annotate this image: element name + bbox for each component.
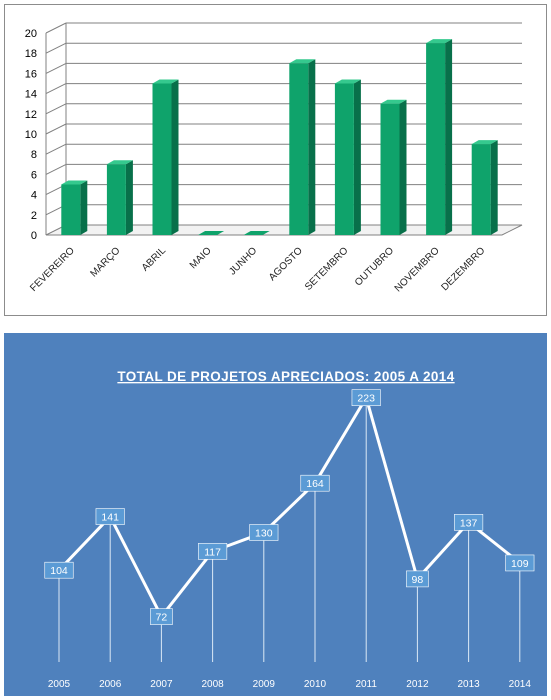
data-label: 141 — [101, 512, 119, 524]
x-tick-label: 2010 — [304, 679, 327, 690]
bar-top — [334, 79, 361, 84]
bar-side — [399, 99, 407, 235]
series-line — [57, 396, 521, 619]
data-label-box — [454, 514, 484, 531]
data-label-box — [95, 508, 125, 525]
data-label: 164 — [306, 478, 324, 490]
y-tick-label: 10 — [25, 129, 37, 141]
y-tick-label: 20 — [25, 28, 37, 40]
bar-chart-svg: 0 2 4 6 8 10 12 14 16 18 20 FEVEREIRO MARÇO ABRIL MAIO… — [25, 22, 523, 294]
data-label: 223 — [357, 393, 375, 405]
bar-side — [80, 180, 88, 235]
bar-top — [106, 160, 133, 165]
chart-title: TOTAL DE PROJETOS APRECIADOS: 2005 A 201… — [117, 369, 454, 384]
x-tick-label: 2005 — [48, 679, 71, 690]
data-label: 98 — [412, 574, 424, 586]
x-tick-label: 2012 — [406, 679, 429, 690]
data-label: 130 — [255, 528, 273, 540]
bar-side — [125, 160, 133, 235]
x-category-label: MAIO — [188, 245, 214, 271]
x-category-label: OUTUBRO — [353, 245, 396, 288]
x-category-label: JUNHO — [227, 245, 259, 277]
bar-top — [471, 140, 498, 145]
bar-top — [152, 79, 179, 84]
y-tick-label: 18 — [25, 48, 37, 60]
side-gridline — [45, 83, 67, 95]
side-gridline — [45, 163, 67, 175]
bar — [334, 83, 354, 235]
side-gridline — [45, 123, 67, 135]
data-label: 72 — [156, 612, 168, 624]
data-label-box — [505, 554, 535, 572]
data-label-box — [300, 474, 330, 492]
x-tick-label: 2013 — [457, 679, 480, 690]
x-category-label: ABRIL — [140, 245, 169, 274]
bar — [289, 63, 309, 235]
bar-side — [353, 79, 361, 235]
bar-top — [380, 99, 407, 104]
side-gridline — [45, 42, 67, 54]
data-label-box — [44, 561, 74, 579]
x-tick-label: 2014 — [509, 679, 532, 690]
bar-top — [61, 180, 88, 185]
side-gridline — [45, 143, 67, 155]
y-tick-label: 2 — [31, 210, 37, 222]
y-tick-label: 8 — [31, 149, 37, 161]
bar-top — [426, 39, 453, 44]
data-label-box — [249, 524, 279, 541]
y-tick-label: 0 — [31, 230, 37, 242]
bar-side — [445, 39, 453, 235]
y-tick-label: 14 — [25, 89, 37, 101]
x-tick-label: 2011 — [355, 679, 377, 690]
data-label: 104 — [50, 565, 68, 577]
x-category-label: NOVEMBRO — [393, 245, 442, 294]
bar-side — [490, 140, 498, 235]
bar-top — [198, 231, 225, 235]
y-tick-label: 12 — [25, 109, 37, 121]
bar-top — [243, 231, 270, 235]
x-category-label: FEVEREIRO — [28, 245, 77, 294]
data-label-box — [198, 543, 228, 560]
x-category-label: SETEMBRO — [303, 245, 351, 293]
y-tick-label: 4 — [31, 190, 37, 202]
projects-line-chart: TOTAL DE PROJETOS APRECIADOS: 2005 A 201… — [4, 333, 547, 696]
bar — [152, 83, 172, 235]
data-label-box — [150, 608, 173, 625]
x-tick-label: 2007 — [150, 679, 173, 690]
data-label: 109 — [511, 558, 529, 570]
data-label-box — [351, 389, 381, 406]
data-label: 117 — [204, 546, 221, 558]
x-tick-label: 2008 — [201, 679, 224, 690]
x-category-label: DEZEMBRO — [439, 245, 487, 293]
bar — [106, 164, 126, 235]
side-gridline — [45, 103, 67, 115]
bar — [471, 144, 491, 235]
y-tick-label: 6 — [31, 169, 37, 181]
side-gridline — [45, 62, 67, 74]
data-label-box — [406, 570, 429, 588]
x-tick-label: 2009 — [253, 679, 276, 690]
x-category-label: MARÇO — [88, 245, 122, 279]
bar-top — [289, 59, 316, 64]
bar-side — [171, 79, 179, 235]
x-category-label: AGOSTO — [267, 245, 305, 283]
bar — [426, 43, 446, 235]
side-gridline — [45, 22, 67, 34]
bar — [380, 103, 400, 235]
bar — [61, 184, 81, 235]
x-tick-label: 2006 — [99, 679, 122, 690]
monthly-bar-chart: 0 2 4 6 8 10 12 14 16 18 20 FEVEREIRO MARÇO ABRIL MAIO… — [4, 4, 547, 316]
y-tick-label: 16 — [25, 68, 37, 80]
data-label: 137 — [460, 517, 478, 529]
line-chart-svg: TOTAL DE PROJETOS APRECIADOS: 2005 A 201… — [44, 369, 535, 690]
bar-side — [308, 59, 316, 235]
